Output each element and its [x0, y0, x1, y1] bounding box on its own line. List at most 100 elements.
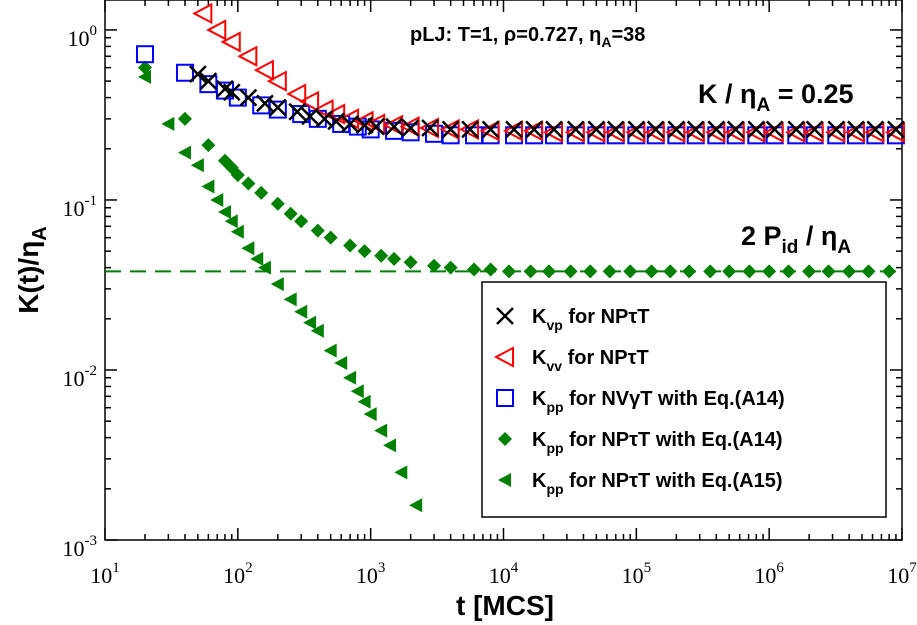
- data-point: [270, 277, 284, 292]
- x-tick-label: 107: [887, 560, 917, 588]
- x-axis-label: t [MCS]: [456, 590, 554, 621]
- data-point: [374, 248, 389, 263]
- legend-label: Kpp for NPτT with Eq.(A14): [532, 429, 783, 456]
- data-point: [270, 196, 285, 211]
- x-tick-label: 101: [90, 560, 120, 588]
- legend-entry: Kvp for NPτT: [496, 306, 650, 333]
- axis-tick-labels: 101 102 103 104 105 106 107 10-3 10-2 10-1 100: [63, 23, 917, 588]
- data-point: [250, 251, 264, 266]
- legend-marker: [496, 389, 514, 407]
- data-point: [385, 117, 403, 136]
- axis-ticks: [104, 0, 903, 541]
- data-point: [394, 465, 408, 480]
- data-point: [627, 120, 646, 139]
- data-point: [439, 118, 460, 141]
- series-pp-4: [137, 69, 423, 513]
- data-point: [350, 384, 364, 399]
- data-point: [367, 117, 386, 136]
- data-point: [479, 120, 500, 142]
- data-point: [522, 120, 544, 142]
- data-point: [703, 264, 718, 279]
- data-point: [563, 264, 578, 279]
- legend-marker: [496, 307, 514, 325]
- data-point: [722, 264, 737, 279]
- data-point: [230, 168, 245, 183]
- data-point: [327, 112, 346, 131]
- data-point: [726, 120, 745, 139]
- data-point: [409, 498, 423, 513]
- legend-label: Kpp for NPτT with Eq.(A15): [532, 470, 783, 497]
- data-point: [230, 224, 244, 239]
- data-point: [201, 179, 215, 194]
- data-point: [882, 264, 897, 279]
- data-point: [861, 264, 876, 279]
- y-axis-label: K(t)/ηA: [13, 226, 51, 314]
- data-point: [217, 204, 231, 219]
- data-point: [241, 176, 256, 191]
- chart-title: pLJ: T=1, ρ=0.727, ηA=38: [410, 24, 645, 50]
- legend-entry: Kpp for NPτT with Eq.(A14): [498, 429, 783, 456]
- data-point: [190, 158, 204, 173]
- data-point: [847, 120, 865, 139]
- data-point: [220, 31, 241, 53]
- data-point: [254, 185, 269, 200]
- data-point: [644, 264, 659, 279]
- series-vp-0: [188, 65, 905, 139]
- data-point: [201, 138, 216, 153]
- data-point: [323, 343, 337, 358]
- data-point: [383, 438, 397, 453]
- legend-entry: Kpp for NVγT with Eq.(A14): [496, 388, 785, 415]
- data-point: [374, 423, 388, 438]
- series-pp-3: [137, 60, 897, 279]
- annotation-k-over-eta: K / ηA = 0.25: [698, 79, 854, 116]
- y-tick-label: 10-1: [63, 193, 98, 221]
- data-point: [805, 120, 824, 139]
- data-point: [686, 120, 705, 139]
- data-point: [224, 214, 238, 229]
- data-point: [742, 264, 757, 279]
- data-point: [887, 120, 905, 139]
- data-point: [303, 315, 317, 330]
- data-point: [253, 59, 274, 81]
- data-point: [399, 115, 420, 138]
- data-marks: [135, 2, 905, 513]
- data-point: [363, 407, 377, 422]
- data-point: [441, 120, 460, 139]
- data-point: [483, 262, 498, 277]
- data-point: [541, 264, 556, 279]
- legend-marker: [498, 432, 512, 446]
- data-point: [866, 120, 885, 139]
- data-point: [821, 264, 836, 279]
- x-tick-label: 102: [223, 560, 252, 588]
- data-point: [188, 65, 207, 83]
- legend-box: [481, 281, 887, 518]
- data-point: [266, 70, 287, 92]
- y-tick-label: 10-2: [63, 363, 98, 391]
- data-point: [787, 120, 806, 139]
- data-point: [525, 120, 543, 139]
- data-point: [443, 260, 458, 275]
- data-point: [667, 120, 686, 139]
- data-point: [505, 120, 523, 139]
- data-point: [602, 264, 617, 279]
- data-point: [210, 192, 224, 207]
- data-point: [382, 114, 404, 136]
- data-point: [623, 264, 638, 279]
- data-point: [502, 120, 524, 142]
- legend-entry: Kvv for NPτT: [493, 346, 649, 374]
- data-point: [427, 258, 442, 273]
- x-tick-label: 106: [754, 560, 784, 588]
- data-point: [765, 120, 784, 139]
- data-point: [461, 120, 479, 139]
- data-point: [418, 117, 440, 139]
- data-point: [192, 2, 213, 25]
- data-point: [137, 69, 151, 84]
- data-point: [237, 45, 258, 67]
- data-point: [222, 83, 241, 102]
- data-point: [357, 394, 371, 409]
- data-point: [842, 264, 857, 279]
- data-point: [256, 94, 274, 113]
- data-point: [206, 19, 227, 41]
- annotation-2pid-over-eta: 2 Pid / ηA: [741, 221, 851, 258]
